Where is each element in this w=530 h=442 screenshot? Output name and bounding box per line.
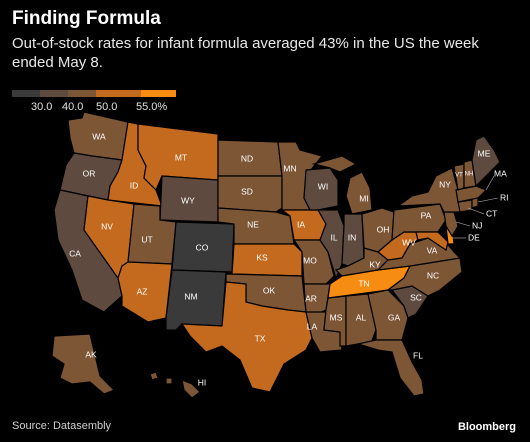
state-ks[interactable] [231, 243, 303, 277]
state-nj[interactable] [443, 211, 459, 238]
legend-tick-50: 50.0 [96, 101, 118, 113]
legend-tick-55: 55.0% [136, 101, 168, 113]
leader-ma [485, 175, 495, 191]
label-ok: OK [263, 285, 276, 295]
label-wa: WA [92, 131, 106, 141]
state-tx[interactable] [180, 281, 313, 393]
label-hi: HI [198, 377, 207, 387]
label-al: AL [356, 312, 367, 322]
label-mo: MO [303, 255, 317, 265]
label-ma: MA [494, 168, 507, 178]
legend-tick-40: 40.0 [62, 101, 84, 113]
legend-bin-1 [12, 90, 40, 97]
state-fl[interactable] [355, 339, 425, 397]
label-tx: TX [255, 333, 266, 343]
source-note: Source: Datasembly [12, 420, 112, 432]
legend-bin-3 [68, 90, 96, 97]
chart-subtitle: Out-of-stock rates for infant formula av… [12, 35, 479, 71]
label-nj: NJ [472, 220, 482, 230]
state-il[interactable] [316, 209, 345, 280]
label-az: AZ [137, 286, 148, 296]
label-or: OR [83, 168, 96, 178]
label-ri: RI [500, 192, 509, 202]
label-pa: PA [421, 210, 432, 220]
label-de: DE [468, 232, 480, 242]
label-va: VA [427, 245, 438, 255]
label-nd: ND [241, 153, 253, 163]
label-ut: UT [141, 234, 152, 244]
label-in: IN [348, 232, 357, 242]
label-oh: OH [377, 224, 390, 234]
label-ca: CA [69, 248, 81, 258]
label-ny: NY [439, 179, 451, 189]
label-ms: MS [330, 312, 343, 322]
legend-tick-30: 30.0 [31, 101, 53, 113]
label-ne: NE [247, 219, 259, 229]
label-ct: CT [486, 208, 497, 218]
label-nm: NM [184, 291, 197, 301]
state-md[interactable] [415, 231, 449, 251]
label-fl: FL [413, 350, 423, 360]
label-sc: SC [410, 292, 422, 302]
leader-ri [477, 197, 499, 203]
label-mi: MI [359, 193, 368, 203]
label-nv: NV [101, 221, 113, 231]
bloomberg-logo: Bloomberg [457, 421, 516, 433]
state-me[interactable] [471, 135, 501, 188]
label-ak: AK [85, 349, 97, 359]
label-mn: MN [283, 163, 296, 173]
state-wi[interactable] [303, 167, 339, 211]
state-ga[interactable] [367, 289, 409, 341]
legend-bin-5 [141, 90, 176, 97]
label-wi: WI [318, 181, 328, 191]
leader-ct [467, 207, 485, 215]
label-mt: MT [175, 152, 187, 162]
label-wy: WY [181, 195, 195, 205]
label-ar: AR [305, 293, 317, 303]
label-ia: IA [297, 219, 305, 229]
label-il: IL [330, 232, 337, 242]
label-la: LA [307, 321, 318, 331]
label-nh: NH [465, 172, 474, 178]
leader-nj [455, 221, 471, 227]
label-id: ID [130, 180, 139, 190]
color-legend: 30.0 40.0 50.0 55.0% [12, 90, 182, 116]
legend-bin-2 [40, 90, 68, 97]
state-nm[interactable] [165, 269, 227, 331]
label-ga: GA [388, 312, 401, 322]
chart-title: Finding Formula [12, 8, 161, 29]
state-hi[interactable] [149, 371, 201, 399]
state-nc[interactable] [386, 257, 463, 297]
label-wv: WV [402, 237, 416, 247]
state-sd[interactable] [217, 175, 283, 213]
state-ak[interactable] [51, 333, 116, 395]
state-labels: WA OR CA ID NV MT WY UT AZ CO NM ND SD N… [69, 131, 508, 387]
label-nc: NC [427, 270, 439, 280]
label-vt: VT [455, 173, 463, 179]
label-ky: KY [369, 259, 381, 269]
legend-bin-4 [96, 90, 141, 97]
label-co: CO [196, 242, 209, 252]
label-me: ME [478, 148, 491, 158]
label-ks: KS [256, 252, 268, 262]
state-mi[interactable] [311, 155, 373, 215]
label-sd: SD [241, 186, 253, 196]
label-tn: TN [358, 278, 369, 288]
